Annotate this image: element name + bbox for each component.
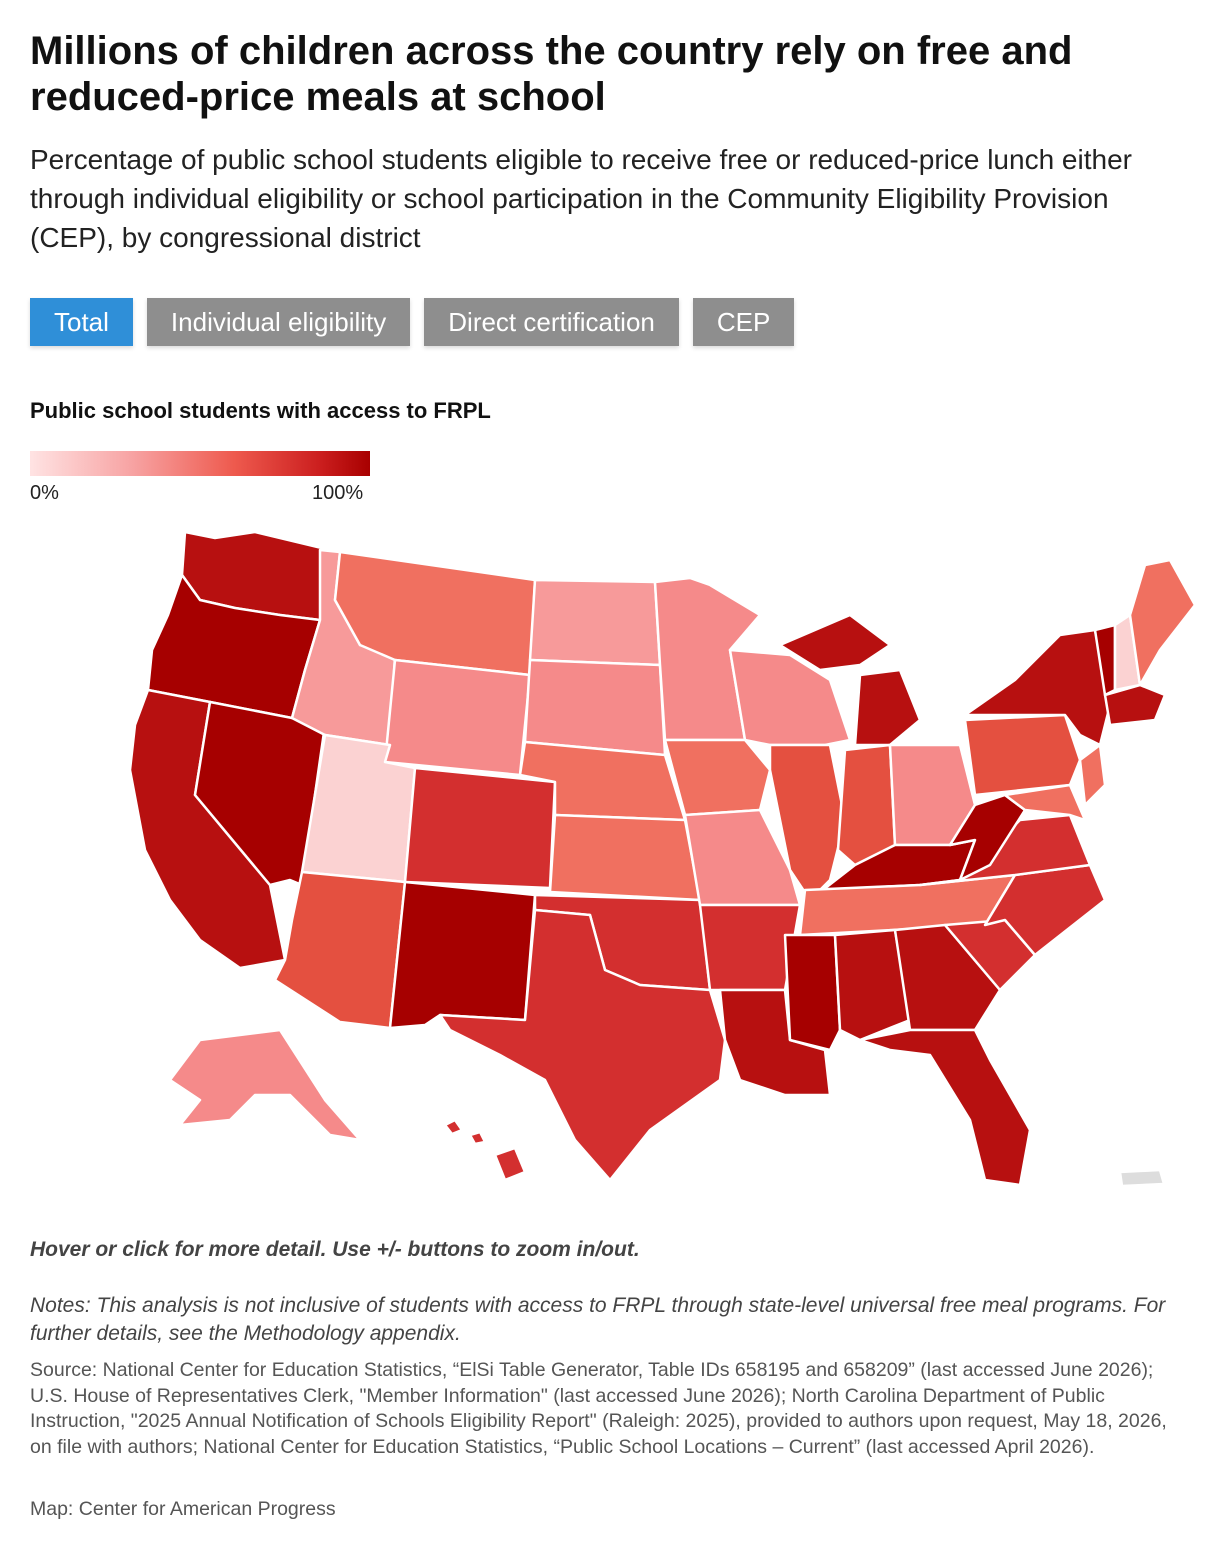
state-alaska[interactable] xyxy=(168,1028,362,1142)
state-southern-new-england[interactable] xyxy=(1103,683,1167,727)
state-wisconsin[interactable] xyxy=(728,648,852,747)
interaction-hint: Hover or click for more detail. Use +/- … xyxy=(30,1238,640,1261)
chart-title: Millions of children across the country … xyxy=(30,29,1073,119)
state-pennsylvania[interactable] xyxy=(963,713,1082,797)
state-florida[interactable] xyxy=(858,1028,1032,1187)
state-missouri[interactable] xyxy=(683,808,802,907)
tab-individual-eligibility[interactable]: Individual eligibility xyxy=(146,298,411,346)
notes-text: Notes: This analysis is not inclusive of… xyxy=(30,1294,1166,1345)
state-new-mexico[interactable] xyxy=(388,880,537,1030)
state-arizona[interactable] xyxy=(273,870,407,1030)
territory-puerto-rico[interactable] xyxy=(1118,1168,1166,1188)
state-texas[interactable] xyxy=(438,908,727,1182)
state-mid-atlantic[interactable] xyxy=(1003,743,1107,822)
chart-subtitle: Percentage of public school students eli… xyxy=(30,144,1132,253)
state-north-dakota[interactable] xyxy=(528,578,662,667)
state-hawaii[interactable] xyxy=(443,1118,527,1182)
state-maine[interactable] xyxy=(1128,558,1197,687)
state-iowa[interactable] xyxy=(663,738,772,817)
tab-cep[interactable]: CEP xyxy=(692,298,795,346)
legend-title: Public school students with access to FR… xyxy=(30,398,491,423)
state-indiana[interactable] xyxy=(836,743,897,867)
legend-color-scale xyxy=(30,451,370,476)
state-kansas[interactable] xyxy=(548,813,702,902)
state-louisiana[interactable] xyxy=(718,988,832,1097)
tab-direct-certification[interactable]: Direct certification xyxy=(424,298,679,346)
legend-max-label: 100% xyxy=(312,482,364,504)
map-credit: Map: Center for American Progress xyxy=(30,1498,336,1520)
tab-total[interactable]: Total xyxy=(30,298,133,346)
state-mississippi[interactable] xyxy=(783,933,842,1052)
state-west-virginia[interactable] xyxy=(948,793,1027,882)
choropleth-map[interactable] xyxy=(30,520,1200,1210)
view-tabs: Total Individual eligibility Direct cert… xyxy=(30,298,795,346)
state-colorado[interactable] xyxy=(403,766,557,890)
state-michigan[interactable] xyxy=(778,613,922,747)
map-svg[interactable] xyxy=(30,520,1200,1210)
state-alabama[interactable] xyxy=(833,928,912,1042)
source-text: Source: National Center for Education St… xyxy=(30,1359,1167,1458)
state-wyoming[interactable] xyxy=(383,658,532,777)
legend-min-label: 0% xyxy=(30,482,59,504)
state-georgia[interactable] xyxy=(893,923,1002,1032)
state-south-dakota[interactable] xyxy=(523,658,667,757)
